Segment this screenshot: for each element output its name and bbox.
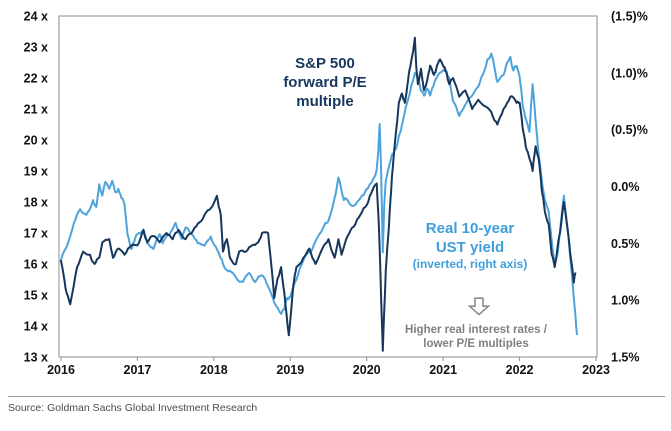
left-axis-label: 16 x: [24, 258, 48, 272]
plot-border: [58, 15, 598, 358]
right-axis-label: 0.5%: [611, 237, 640, 251]
left-axis-label: 21 x: [24, 103, 48, 117]
x-axis-label: 2023: [582, 363, 610, 377]
left-axis-label: 17 x: [24, 227, 48, 241]
left-axis-label: 22 x: [24, 72, 48, 86]
pe-multiple-line: [60, 36, 577, 352]
right-axis-label: (1.0)%: [611, 66, 648, 80]
x-axis-label: 2022: [506, 363, 534, 377]
annotation-line: lower P/E multiples: [423, 338, 529, 350]
right-axis-label: 1.0%: [611, 294, 640, 308]
left-axis-label: 24 x: [24, 10, 48, 24]
x-axis-label: 2016: [47, 363, 75, 377]
left-axis-label: 19 x: [24, 165, 48, 179]
annotation-line: S&P 500: [295, 55, 355, 72]
footer-divider: [8, 396, 665, 397]
right-axis-label: 0.0%: [611, 180, 640, 194]
annotation-subline: (inverted, right axis): [412, 257, 528, 271]
right-axis-label: (0.5)%: [611, 123, 648, 137]
down-arrow-icon: [467, 297, 491, 316]
x-axis-label: 2017: [124, 363, 152, 377]
left-axis-label: 20 x: [24, 134, 48, 148]
annotation-line: Higher real interest rates /: [405, 324, 547, 336]
right-axis-label: (1.5)%: [611, 10, 648, 24]
annotation-line: UST yield: [435, 239, 505, 256]
x-axis-label: 2020: [353, 363, 381, 377]
annotation-sp500-forward-pe: S&P 500 forward P/E multiple: [240, 54, 410, 111]
right-axis-label: 1.5%: [611, 351, 640, 365]
annotation-real-10y-ust-yield: Real 10-year UST yield (inverted, right …: [384, 219, 556, 272]
annotation-line: multiple: [296, 93, 354, 110]
left-axis-label: 23 x: [24, 41, 48, 55]
annotation-line: forward P/E: [283, 74, 367, 91]
left-axis-label: 18 x: [24, 196, 48, 210]
source-text: Source: Goldman Sachs Global Investment …: [8, 402, 258, 414]
left-axis-label: 14 x: [24, 320, 48, 334]
left-axis-label: 13 x: [24, 351, 48, 365]
annotation-line: Real 10-year: [425, 220, 515, 237]
x-axis-label: 2021: [429, 363, 457, 377]
x-axis-label: 2018: [200, 363, 228, 377]
x-axis-label: 2019: [276, 363, 304, 377]
annotation-higher-rates-note: Higher real interest rates / lower P/E m…: [370, 323, 582, 351]
left-axis-label: 15 x: [24, 289, 48, 303]
